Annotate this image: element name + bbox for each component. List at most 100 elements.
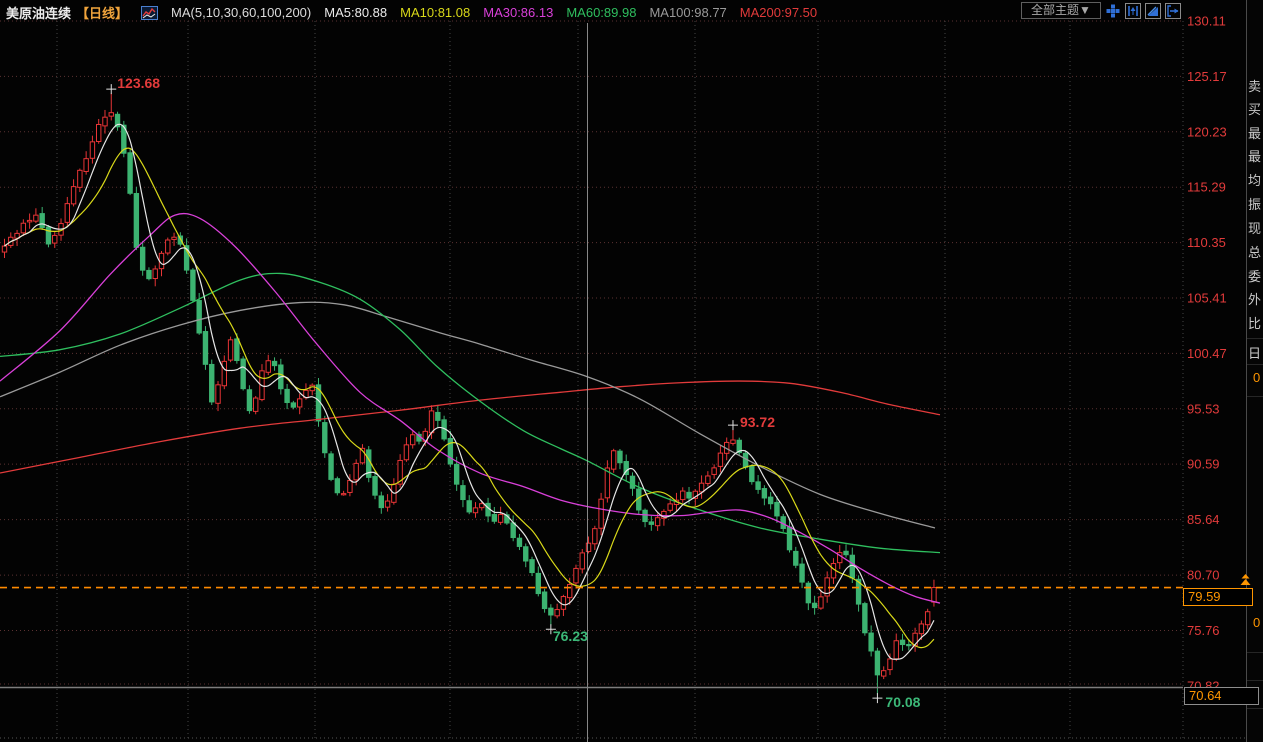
candle-body — [730, 439, 736, 444]
period-label[interactable]: 【日线】 — [76, 6, 129, 21]
candle-body — [265, 360, 271, 373]
candle-body — [328, 453, 334, 480]
session-low-tag: 70.64 — [1184, 687, 1259, 705]
candle-body — [334, 478, 341, 494]
candle-body — [378, 495, 385, 509]
jump-to-latest-icon[interactable] — [1238, 574, 1253, 587]
candle-body — [108, 112, 114, 117]
candle-body — [610, 450, 617, 470]
candle-body — [686, 491, 692, 499]
candle-body — [623, 461, 629, 476]
candle-body — [604, 467, 611, 499]
candle-body — [774, 501, 780, 517]
y-axis-label: 115.29 — [1187, 180, 1226, 195]
candle-body — [177, 235, 184, 245]
extreme-cross-marker — [872, 693, 883, 704]
y-axis-label: 80.70 — [1187, 568, 1220, 583]
candle-body — [698, 482, 705, 493]
candle-body — [70, 186, 77, 205]
candle-body — [843, 550, 849, 556]
candle-body — [353, 462, 359, 481]
y-axis-label: 85.64 — [1187, 512, 1220, 527]
candle-body — [793, 550, 799, 566]
y-axis-label: 125.17 — [1187, 69, 1227, 84]
candle-body — [234, 338, 240, 361]
candle-body — [924, 611, 931, 626]
candle-body — [114, 113, 121, 128]
ma100-line — [0, 301, 936, 529]
chart-play-icon[interactable] — [1145, 2, 1161, 19]
candle-body — [447, 438, 454, 465]
y-axis-label: 90.59 — [1187, 457, 1220, 472]
candle-body — [403, 444, 410, 461]
y-axis-label: 130.11 — [1187, 14, 1226, 29]
candle-body — [573, 567, 579, 584]
candle-body — [428, 410, 435, 434]
candle-body — [749, 465, 755, 483]
candle-body — [523, 546, 529, 562]
candle-body — [39, 213, 45, 228]
candle-body — [472, 507, 479, 514]
y-axis-label: 75.76 — [1187, 623, 1220, 638]
candle-body — [661, 510, 667, 519]
extreme-label: 76.23 — [553, 628, 588, 644]
chart-toolbar: 全部主题▼ — [1021, 2, 1181, 19]
candle-body — [372, 476, 378, 496]
candle-body — [805, 582, 812, 604]
strip-divider — [1247, 680, 1263, 681]
axis-scale-icon[interactable] — [1125, 2, 1141, 19]
candle-body — [121, 124, 127, 154]
y-axis-label: 95.53 — [1187, 401, 1220, 416]
candle-body — [799, 563, 805, 583]
exit-right-icon[interactable] — [1165, 2, 1181, 19]
candle-body — [253, 397, 259, 412]
layout-grid-icon[interactable] — [1105, 3, 1121, 19]
candle-body — [893, 640, 899, 660]
quote-strip-value: 0 — [1253, 615, 1261, 630]
candle-body — [384, 500, 391, 508]
candle-body — [837, 552, 843, 564]
y-axis-label: 100.47 — [1187, 346, 1227, 361]
candle-body — [165, 239, 171, 254]
quote-panel-clipped-strip: 卖买最最均振现总委外比日 0 0 — [1246, 0, 1263, 742]
y-axis-label: 110.35 — [1187, 235, 1226, 250]
quote-strip-label: 总 — [1248, 245, 1262, 260]
kline-chart-icon[interactable] — [141, 5, 159, 20]
quote-strip-label: 卖 — [1248, 79, 1262, 94]
candle-body — [209, 363, 215, 403]
quote-strip-label: 最 — [1248, 126, 1262, 141]
ma5-line — [4, 123, 935, 660]
candle-body — [359, 447, 366, 464]
theme-selector-dropdown[interactable]: 全部主题▼ — [1021, 2, 1101, 19]
quote-strip-label: 最 — [1248, 149, 1262, 164]
candle-body — [786, 526, 793, 551]
candle-body — [567, 584, 573, 599]
candle-body — [127, 152, 133, 194]
candle-body — [711, 467, 717, 475]
candle-body — [14, 232, 20, 239]
quote-strip-label: 外 — [1248, 292, 1262, 307]
candle-body — [579, 552, 585, 570]
candle-body — [705, 475, 711, 484]
candle-body — [190, 269, 196, 301]
candle-body — [717, 452, 724, 467]
extreme-cross-marker — [727, 420, 738, 431]
candle-body — [64, 203, 70, 223]
ma30-value: MA30:86.13 — [483, 5, 554, 20]
quote-strip-label: 均 — [1248, 173, 1262, 188]
candle-body — [617, 450, 623, 464]
candle-body — [516, 537, 523, 547]
candle-body — [548, 607, 554, 616]
extreme-label: 123.68 — [117, 75, 160, 91]
candle-body — [736, 439, 742, 454]
candle-body — [227, 339, 234, 361]
candle-body — [202, 331, 209, 365]
candle-body — [811, 602, 818, 609]
candle-body — [221, 360, 228, 387]
candle-body — [855, 578, 862, 605]
candle-body — [818, 596, 824, 609]
symbol-title: 美原油连续 — [6, 6, 72, 21]
candle-body — [642, 509, 648, 523]
ma30-line — [0, 212, 941, 604]
